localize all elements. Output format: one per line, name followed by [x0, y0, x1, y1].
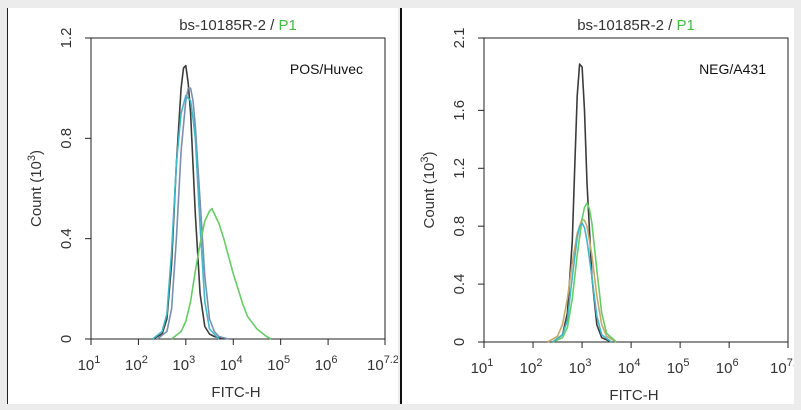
x-tick-exponent: 2 — [536, 357, 542, 369]
y-axis-label: Count (103) — [419, 152, 438, 229]
x-tick-base: 10 — [78, 357, 95, 374]
chart-title: bs-10185R-2 / P1 — [577, 17, 695, 34]
panel-divider — [400, 8, 402, 410]
x-tick-exponent: 5 — [683, 357, 689, 369]
y-tick-label: 0.4 — [58, 228, 75, 249]
histogram-series-1 — [552, 63, 612, 343]
y-tick-label: 1.2 — [451, 158, 468, 179]
histogram-series-3 — [152, 94, 220, 340]
x-axis-label: FITC-H — [211, 384, 260, 401]
title-separator: / — [266, 17, 279, 34]
histogram-panel-pos: bs-10185R-2 / P1 POS/Huvec 0 0.4 0.8 1.2 Count… — [7, 8, 399, 404]
title-gate: P1 — [278, 17, 296, 34]
x-tick-base: 10 — [520, 360, 537, 377]
x-tick-label: 103 — [569, 357, 592, 377]
title-gate: P1 — [676, 17, 694, 34]
title-antibody: bs-10185R-2 — [577, 17, 664, 34]
x-tick-base: 10 — [569, 360, 586, 377]
x-tick-exponent: 3 — [585, 357, 591, 369]
y-axis-label-exponent: 3 — [26, 155, 38, 161]
x-tick-label: 104 — [618, 357, 641, 377]
x-axis-label: FITC-H — [609, 387, 658, 404]
x-tick-label: 105 — [267, 354, 290, 374]
x-tick-exponent: 3 — [189, 354, 195, 366]
x-tick-label: 104 — [220, 354, 243, 374]
x-tick-base: 10 — [367, 357, 384, 374]
x-tick-base: 10 — [716, 360, 733, 377]
x-tick-exponent: 2 — [142, 354, 148, 366]
y-axis-label-close: ) — [421, 152, 438, 157]
x-tick-base: 10 — [125, 357, 142, 374]
y-tick-label: 0.4 — [451, 274, 468, 295]
y-tick-label: 1.2 — [58, 28, 75, 49]
histogram-series-2 — [547, 218, 617, 343]
histogram-series-3 — [552, 202, 617, 343]
x-tick-label: 107.2 — [770, 357, 794, 377]
x-tick-label: 102 — [125, 354, 148, 374]
chart-title: bs-10185R-2 / P1 — [179, 17, 297, 34]
y-tick-label: 0 — [451, 338, 468, 346]
histogram-chart-neg: bs-10185R-2 / P1 NEG/A431 0 0.4 0.8 1.2 1.6 2.1… — [419, 17, 801, 404]
x-tick-exponent: 1 — [487, 357, 493, 369]
x-tick-exponent: 1 — [94, 354, 100, 366]
panel-border — [7, 8, 8, 404]
y-axis-label-exponent: 3 — [419, 157, 431, 163]
title-antibody: bs-10185R-2 — [179, 17, 266, 34]
x-tick-exponent: 6 — [732, 357, 738, 369]
sample-annotation: NEG/A431 — [699, 61, 766, 77]
y-axis-label-text: Count (10 — [421, 163, 438, 229]
x-tick-base: 10 — [220, 357, 237, 374]
x-tick-base: 10 — [172, 357, 189, 374]
x-tick-base: 10 — [667, 360, 684, 377]
x-tick-base: 10 — [770, 360, 787, 377]
x-tick-exponent: 7.2 — [787, 357, 794, 369]
x-tick-label: 103 — [172, 354, 195, 374]
histogram-chart-pos: bs-10185R-2 / P1 POS/Huvec 0 0.4 0.8 1.2 Count… — [26, 17, 399, 401]
plot-frame — [90, 37, 386, 340]
x-tick-base: 10 — [471, 360, 488, 377]
x-tick-base: 10 — [315, 357, 332, 374]
histogram-series-2 — [156, 87, 229, 340]
bottom-strip — [0, 404, 801, 410]
x-tick-label: 101 — [78, 354, 101, 374]
y-axis-label-text: Count (10 — [28, 161, 45, 227]
y-axis-label: Count (103) — [26, 150, 45, 227]
y-tick-label: 1.6 — [451, 100, 468, 121]
x-tick-label: 105 — [667, 357, 690, 377]
histogram-series-4 — [171, 207, 272, 340]
histogram-series-4 — [552, 222, 612, 343]
x-tick-label: 101 — [471, 357, 494, 377]
title-separator: / — [664, 17, 677, 34]
plot-frame — [483, 37, 789, 343]
y-tick-label: 0 — [58, 335, 75, 343]
x-tick-base: 10 — [267, 357, 284, 374]
y-tick-label: 2.1 — [451, 28, 468, 49]
x-tick-exponent: 6 — [331, 354, 337, 366]
y-tick-label: 0.8 — [58, 128, 75, 149]
x-tick-label: 106 — [716, 357, 739, 377]
x-tick-label: 102 — [520, 357, 543, 377]
x-tick-exponent: 5 — [284, 354, 290, 366]
x-tick-exponent: 4 — [634, 357, 640, 369]
x-tick-label: 107.2 — [367, 354, 398, 374]
x-tick-exponent: 7.2 — [384, 354, 398, 366]
sample-annotation: POS/Huvec — [290, 61, 363, 77]
y-tick-label: 0.8 — [451, 216, 468, 237]
histogram-panel-neg: bs-10185R-2 / P1 NEG/A431 0 0.4 0.8 1.2 1.6 2.1… — [402, 8, 801, 404]
x-tick-label: 106 — [315, 354, 338, 374]
y-axis-label-close: ) — [28, 150, 45, 155]
x-tick-exponent: 4 — [237, 354, 243, 366]
x-tick-base: 10 — [618, 360, 635, 377]
